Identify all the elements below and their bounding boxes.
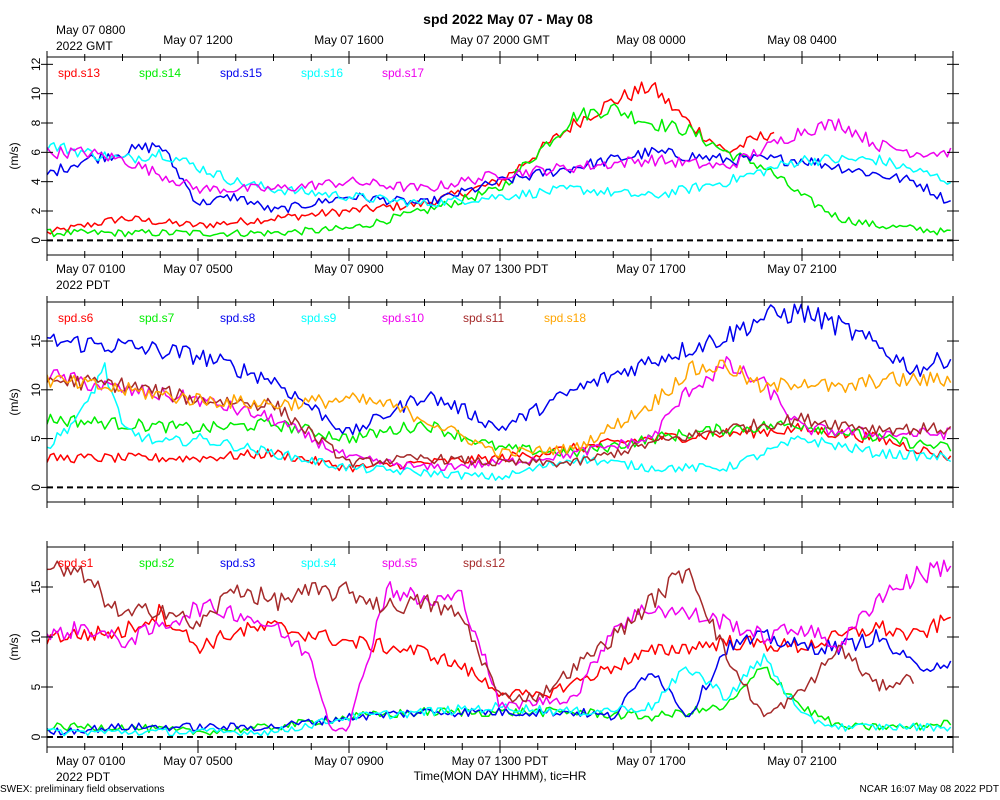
series-line-spd-s7 — [47, 413, 952, 458]
legend-entry-spd-s5: spd.s5 — [382, 556, 418, 570]
y-tick-label: 2 — [29, 207, 43, 214]
legend-entry-spd-s17: spd.s17 — [382, 66, 424, 80]
series-line-spd-s4 — [47, 653, 952, 737]
y-tick-label: 4 — [29, 178, 43, 185]
y-tick-label: 0 — [29, 237, 43, 244]
y-tick-label: 8 — [29, 119, 43, 126]
pdt-tick-label: May 07 0900 — [314, 262, 384, 276]
legend-entry-spd-s2: spd.s2 — [139, 556, 175, 570]
series-line-spd-s1 — [47, 603, 951, 699]
pdt-zone-line1: May 07 0100 — [56, 754, 126, 768]
gmt-tick-label: May 08 0000 — [616, 33, 686, 47]
legend-entry-spd-s12: spd.s12 — [463, 556, 505, 570]
pdt-tick-label: May 07 0500 — [163, 754, 233, 768]
gmt-tick-label: May 08 0400 — [767, 33, 837, 47]
y-tick-label: 5 — [29, 435, 43, 442]
series-line-spd-s10 — [47, 356, 951, 471]
legend-entry-spd-s18: spd.s18 — [544, 311, 586, 325]
series-line-spd-s5 — [47, 559, 952, 732]
pdt-zone-line2: 2022 PDT — [56, 278, 111, 292]
pdt-tick-label: May 07 1700 — [616, 754, 686, 768]
series-line-spd-s12 — [47, 560, 915, 718]
legend-entry-spd-s11: spd.s11 — [463, 311, 504, 325]
pdt-zone-line2: 2022 PDT — [56, 770, 111, 784]
xaxis-title: Time(MON DAY HHMM), tic=HR — [414, 769, 587, 783]
footer-left: SWEX: preliminary field observations — [0, 784, 165, 795]
top-axis-labels: May 07 1200 May 07 1600 May 07 2000 GMT May… — [163, 33, 837, 47]
legend-entry-spd-s6: spd.s6 — [58, 311, 94, 325]
top-axis-zone-line2: 2022 GMT — [56, 39, 113, 53]
pdt-tick-label: May 07 1300 PDT — [452, 754, 549, 768]
y-tick-label: 10 — [29, 630, 43, 644]
y-tick-label: 10 — [29, 383, 43, 397]
series-lines — [47, 303, 952, 481]
pdt-tick-label: May 07 0900 — [314, 754, 384, 768]
series-line-spd-s3 — [47, 629, 952, 736]
pdt-tick-label: May 07 1700 — [616, 262, 686, 276]
y-axis-label: (m/s) — [7, 633, 21, 660]
series-line-spd-s11 — [47, 374, 952, 468]
pdt-tick-label: May 07 2100 — [767, 754, 837, 768]
legend-entry-spd-s3: spd.s3 — [220, 556, 256, 570]
pdt-tick-label: May 07 0500 — [163, 262, 233, 276]
gmt-tick-label: May 07 1600 — [314, 33, 384, 47]
series-line-spd-s14 — [47, 103, 951, 238]
legend-entry-spd-s9: spd.s9 — [301, 311, 337, 325]
pdt-zone-line1: May 07 0100 — [56, 262, 126, 276]
legend-entry-spd-s16: spd.s16 — [301, 66, 343, 80]
legend-entry-spd-s10: spd.s10 — [382, 311, 424, 325]
series-line-spd-s13 — [47, 81, 775, 235]
panel-middle: 0 5 10 15 (m/s) spd.s6 spd.s7 spd.s8 spd.s9 spd.s… — [7, 296, 959, 508]
series-line-spd-s18 — [47, 359, 952, 459]
legend-entry-spd-s8: spd.s8 — [220, 311, 256, 325]
footer-right: NCAR 16:07 May 08 2022 PDT — [859, 784, 999, 795]
series-line-spd-s9 — [47, 362, 952, 481]
y-tick-label: 10 — [29, 87, 43, 101]
legend-entry-spd-s4: spd.s4 — [301, 556, 337, 570]
y-tick-label: 6 — [29, 149, 43, 156]
y-tick-label: 0 — [29, 484, 43, 491]
legend-entry-spd-s15: spd.s15 — [220, 66, 262, 80]
y-tick-label: 12 — [29, 57, 43, 71]
y-tick-label: 15 — [29, 334, 43, 348]
legend-entry-spd-s14: spd.s14 — [139, 66, 181, 80]
legend-entry-spd-s7: spd.s7 — [139, 311, 175, 325]
series-line-spd-s16 — [47, 142, 952, 208]
panel-top: 0 2 4 6 8 10 12 (m/s) spd.s13 spd.s14 spd.s15 spd.s… — [7, 51, 959, 292]
series-lines — [47, 559, 952, 737]
series-line-spd-s17 — [47, 118, 952, 195]
top-axis-zone-line1: May 07 0800 — [56, 23, 126, 37]
legend-entry-spd-s1: spd.s1 — [58, 556, 94, 570]
chart-title: spd 2022 May 07 - May 08 — [423, 11, 593, 27]
series-lines — [47, 81, 952, 238]
y-axis-label: (m/s) — [7, 142, 21, 169]
plot-frame — [46, 301, 954, 503]
y-axis-label: (m/s) — [7, 388, 21, 415]
gmt-tick-label: May 07 2000 GMT — [450, 33, 550, 47]
series-line-spd-s8 — [47, 303, 952, 436]
y-tick-label: 0 — [29, 733, 43, 740]
y-tick-label: 5 — [29, 683, 43, 690]
legend-entry-spd-s13: spd.s13 — [58, 66, 100, 80]
gmt-tick-label: May 07 1200 — [163, 33, 233, 47]
series-line-spd-s15 — [47, 142, 951, 214]
pdt-tick-label: May 07 1300 PDT — [452, 262, 549, 276]
y-tick-label: 15 — [29, 580, 43, 594]
panel-bottom: 0 5 10 15 (m/s) spd.s1 spd.s2 spd.s3 spd.s4 spd.s… — [7, 541, 959, 784]
pdt-tick-label: May 07 2100 — [767, 262, 837, 276]
